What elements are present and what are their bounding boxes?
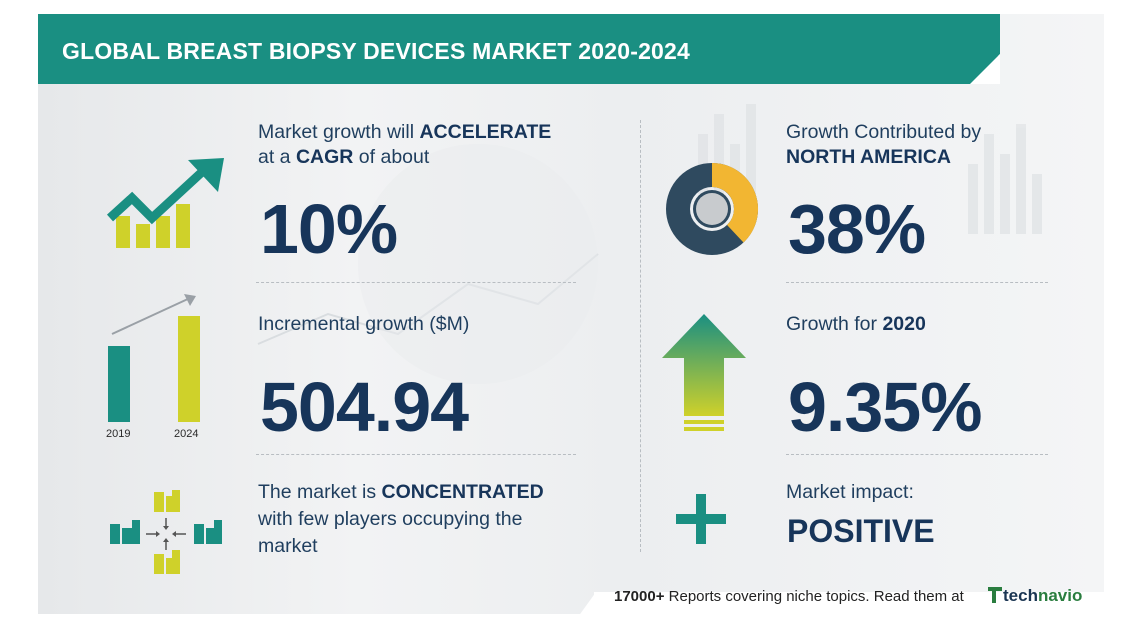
yoy-value: 9.35%: [788, 368, 982, 446]
row-divider: [256, 454, 576, 455]
region-share-donut-icon: [666, 163, 758, 255]
cagr-value: 10%: [260, 190, 398, 268]
footer-text: 17000+ Reports covering niche topics. Re…: [614, 588, 964, 605]
title-banner: [38, 14, 998, 84]
impact-label: Market impact:: [786, 481, 914, 503]
impact-value: POSITIVE: [787, 513, 935, 549]
incremental-value: 504.94: [260, 368, 469, 446]
technavio-logo-icon: [988, 587, 1002, 603]
center-divider: [640, 120, 641, 552]
title-banner-notch: [958, 14, 1000, 84]
concentration-line-1: The market is CONCENTRATED: [258, 481, 544, 503]
growth-line-1: Market growth will ACCELERATE: [258, 121, 552, 143]
yoy-label: Growth for 2020: [786, 313, 926, 335]
row-divider: [256, 282, 576, 283]
region-line-1: Growth Contributed by: [786, 121, 982, 143]
technavio-link[interactable]: technavio: [1003, 586, 1083, 605]
background-chart-decoration: [257, 104, 1042, 384]
row-divider: [786, 282, 1048, 283]
incremental-bar-icon: [108, 294, 200, 422]
footer-bar: [594, 592, 1104, 614]
trend-up-icon: [106, 158, 224, 248]
region-value: 38%: [788, 190, 926, 268]
row-divider: [786, 454, 1048, 455]
growth-line-2: at a CAGR of about: [258, 146, 430, 168]
concentration-line-2: with few players occupying the: [258, 508, 523, 530]
footer-notch: [580, 592, 596, 614]
page-title: GLOBAL BREAST BIOPSY DEVICES MARKET 2020…: [62, 38, 691, 64]
buildings-concentration-icon: [110, 490, 222, 574]
year-start-label: 2019: [106, 428, 131, 440]
region-line-2: NORTH AMERICA: [786, 146, 952, 168]
concentration-line-3: market: [258, 535, 318, 557]
up-arrow-icon: [662, 314, 746, 431]
donut-share-slice: [711, 163, 758, 243]
year-end-label: 2024: [174, 428, 199, 440]
infographic-card: GLOBAL BREAST BIOPSY DEVICES MARKET 2020…: [38, 14, 1104, 614]
plus-icon: [676, 494, 726, 544]
incremental-label: Incremental growth ($M): [258, 313, 470, 335]
